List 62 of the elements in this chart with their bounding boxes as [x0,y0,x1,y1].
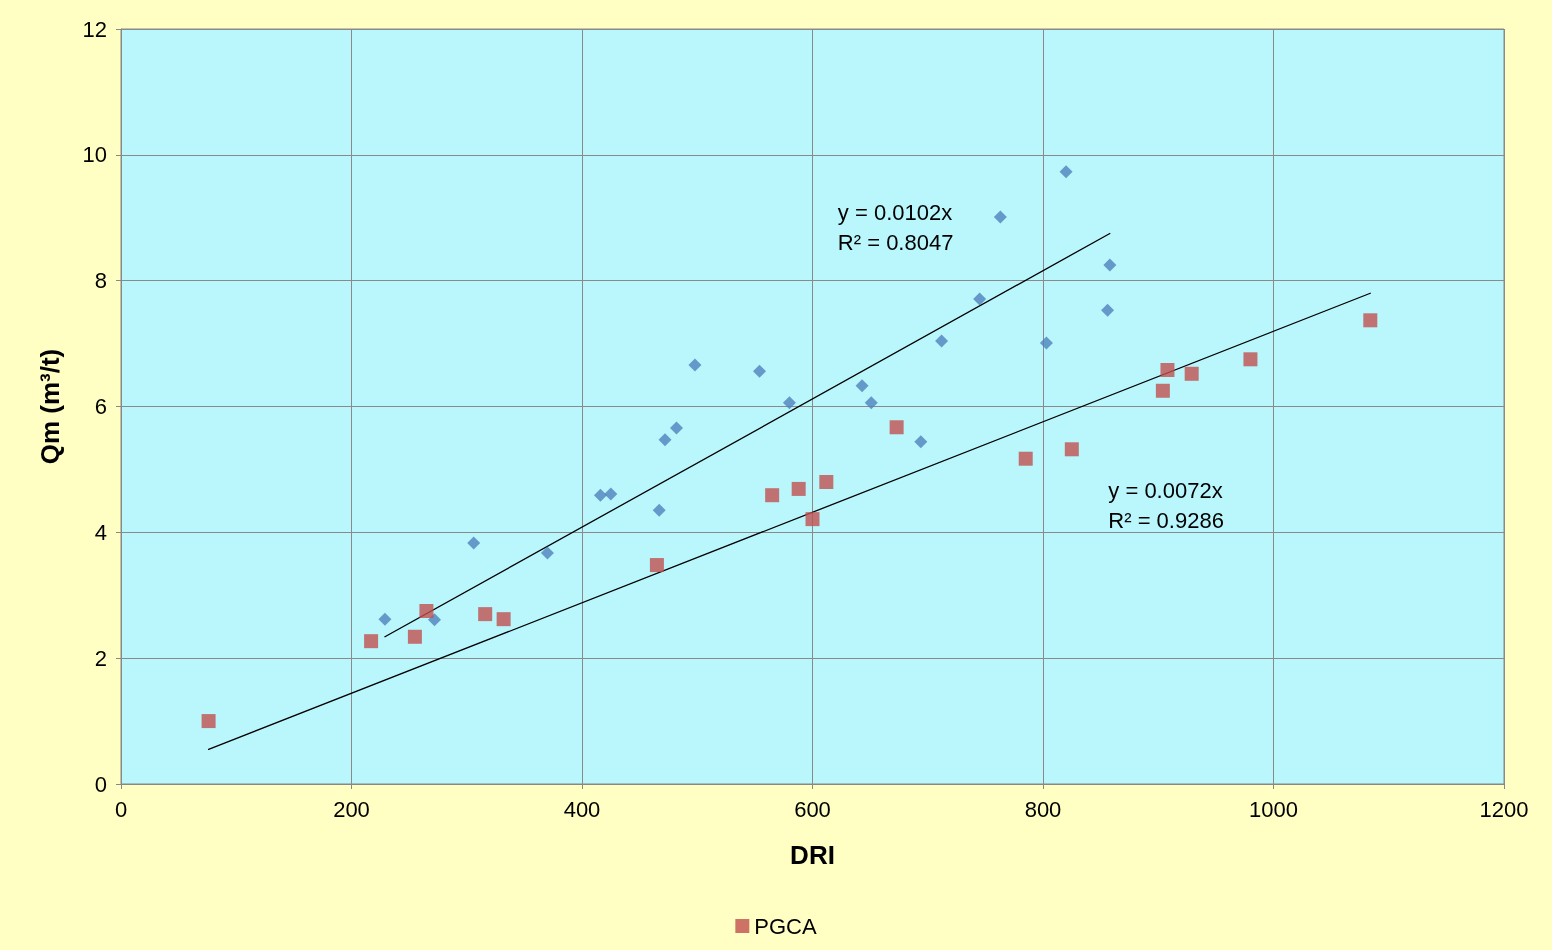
point [1155,383,1170,398]
point [1103,258,1117,272]
point [1363,313,1378,328]
legend-label: PGCA [754,913,817,939]
point [993,210,1007,224]
annotation: y = 0.0072x [1108,477,1223,503]
point [427,613,441,627]
point [419,603,434,618]
point [1243,352,1258,367]
point [765,488,780,503]
x-tick-label: 800 [1024,796,1062,822]
point [540,546,554,560]
point [467,536,481,550]
point [914,435,928,449]
annotation: R² = 0.9286 [1108,507,1224,533]
x-tick-label: 400 [563,796,601,822]
point [201,714,216,729]
point [819,475,834,489]
point [889,420,904,435]
point [752,364,766,378]
x-tick-label: 0 [114,796,128,822]
x-tick-label: 1200 [1479,796,1529,822]
point [688,358,702,372]
x-tick-label: 600 [794,796,831,822]
point [649,558,664,573]
y-tick-label: 4 [94,519,107,545]
point [973,292,987,306]
point [604,487,618,501]
point [364,634,379,649]
point [1064,442,1079,457]
y-tick-label: 6 [94,394,107,419]
point [864,396,878,410]
point [407,629,422,644]
annotation: y = 0.0102x [837,199,953,225]
x-axis-title: DRI [790,840,835,870]
point [478,607,493,622]
point [378,612,392,626]
point [1059,165,1073,179]
point [1184,366,1199,381]
x-tick-label: 1000 [1249,796,1298,822]
point [1160,363,1175,378]
point [855,379,869,393]
y-tick-label: 2 [94,645,107,671]
y-tick-label: 12 [82,16,107,42]
point [1018,451,1033,466]
x-tick-label: 200 [333,796,370,822]
annotation: R² = 0.8047 [837,229,954,255]
point [791,481,806,496]
point [658,433,672,447]
point [670,421,684,435]
y-tick-label: 10 [82,142,107,168]
point [782,396,796,410]
y-axis-title: Qm (m³/t) [35,348,65,465]
point [496,612,511,627]
point [1101,303,1115,317]
point [593,488,607,502]
point [652,503,666,517]
y-tick-label: 0 [94,771,107,797]
point [1039,336,1053,350]
y-tick-label: 8 [94,268,107,294]
point [805,512,820,527]
point [935,334,949,348]
